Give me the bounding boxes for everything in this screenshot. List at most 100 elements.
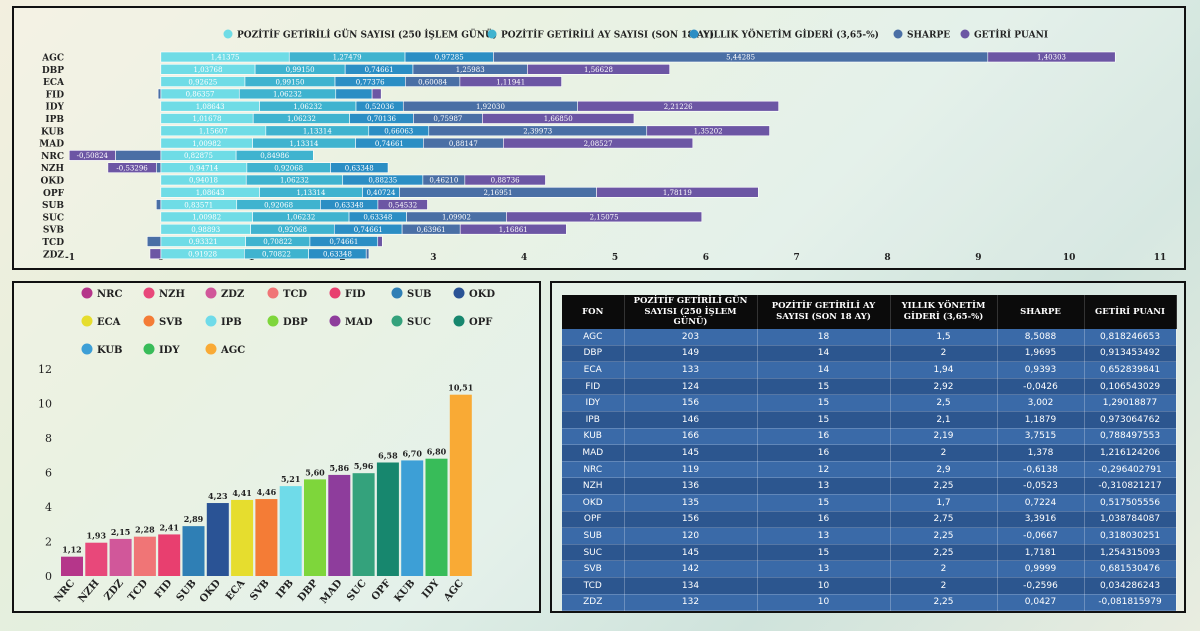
table-cell: 2 <box>890 345 998 363</box>
table-cell: 1,378 <box>997 444 1085 462</box>
bar <box>158 534 181 576</box>
category-label: NRC <box>41 152 64 162</box>
stacked-bar-segment <box>235 150 314 161</box>
table-cell: 0,0427 <box>997 594 1085 612</box>
table-cell: 1,5 <box>890 329 998 346</box>
stacked-bar-segment <box>987 51 1116 63</box>
stacked-bar-segment <box>506 211 703 223</box>
y-tick-label: 2 <box>45 536 52 549</box>
legend-label: DBP <box>283 317 308 328</box>
table-cell: 1,9695 <box>997 345 1085 363</box>
table-cell: 0,973064762 <box>1084 411 1177 429</box>
bar-value-label: 2,15 <box>111 527 130 537</box>
segment-value-label: 1,66850 <box>544 115 573 123</box>
category-label: SVB <box>248 578 271 603</box>
x-tick-label: 7 <box>794 253 800 263</box>
table-cell: 136 <box>624 477 758 495</box>
stacked-bar-segment <box>115 150 162 161</box>
table-cell: NZH <box>562 477 625 495</box>
legend-label: ZDZ <box>221 289 244 300</box>
table-cell: 3,002 <box>997 394 1085 412</box>
legend-marker <box>391 315 403 327</box>
table-cell: 3,7515 <box>997 428 1085 446</box>
table-cell: 2 <box>890 560 998 578</box>
segment-value-label: 0,82875 <box>184 152 213 160</box>
legend-label: OPF <box>469 317 492 328</box>
table-cell: AGC <box>562 329 625 346</box>
legend-marker <box>453 315 465 327</box>
category-label: IPB <box>274 578 296 601</box>
segment-value-label: 0,92625 <box>188 78 217 86</box>
table-cell: 2 <box>890 444 998 462</box>
table-cell: 1,1879 <box>997 411 1085 429</box>
segment-value-label: 1,06232 <box>273 91 302 99</box>
table-cell: 0,106543029 <box>1084 378 1177 396</box>
category-label: FID <box>153 578 175 601</box>
table-cell: 149 <box>624 345 758 363</box>
segment-value-label: -0,50824 <box>77 152 109 160</box>
bar <box>206 503 229 576</box>
segment-value-label: 0,70822 <box>262 251 291 259</box>
table-cell: MAD <box>562 444 625 462</box>
category-label: NRC <box>53 578 78 605</box>
segment-value-label: 1,92030 <box>476 103 505 111</box>
bar <box>255 499 278 576</box>
table-row: SUB 120 13 2,25 -0,0667 0,318030251 <box>562 527 1177 545</box>
legend-marker <box>205 343 217 355</box>
table-cell: 13 <box>757 560 891 578</box>
segment-value-label: 1,27479 <box>333 54 362 62</box>
table-cell: 2,1 <box>890 411 998 429</box>
segment-value-label: 0,52036 <box>365 103 394 111</box>
stacked-bar-segment <box>459 76 562 87</box>
segment-value-label: 1,13314 <box>290 140 319 148</box>
category-label: SUC <box>345 578 369 603</box>
x-tick-label: 4 <box>521 253 527 263</box>
table-cell: -0,081815979 <box>1084 594 1177 612</box>
segment-value-label: 2,15075 <box>590 214 619 222</box>
category-label: AGC <box>41 54 64 64</box>
segment-value-label: 0,63961 <box>417 226 446 234</box>
stacked-bar-segment <box>464 174 546 186</box>
bar <box>425 458 448 576</box>
y-tick-label: 0 <box>45 570 52 583</box>
segment-value-label: 0,86357 <box>186 91 215 99</box>
table-cell: 0,318030251 <box>1084 527 1177 545</box>
category-label: DBP <box>42 66 64 76</box>
table-row: OKD 135 15 1,7 0,7224 0,517505556 <box>562 494 1177 512</box>
legend-marker <box>143 287 155 299</box>
bar-value-label: 5,21 <box>281 474 300 484</box>
table-row: NRC 119 12 2,9 -0,6138 -0,296402791 <box>562 461 1177 479</box>
column-header: GETİRİ PUANI <box>1084 295 1177 329</box>
table-cell: 2,25 <box>890 477 998 495</box>
category-label: NZH <box>77 578 102 605</box>
category-label: IDY <box>420 577 442 600</box>
segment-value-label: 0,94018 <box>189 177 218 185</box>
segment-value-label: 0,92068 <box>274 164 303 172</box>
stacked-bar-segment <box>482 113 635 124</box>
table-cell: 13 <box>757 477 891 495</box>
category-label: OPF <box>370 578 393 603</box>
table-cell: 2,92 <box>890 378 998 396</box>
bar-value-label: 5,86 <box>330 463 350 473</box>
segment-value-label: 1,13314 <box>303 128 332 136</box>
segment-value-label: 1,06232 <box>280 177 309 185</box>
table-cell: 1,7181 <box>997 544 1085 562</box>
category-label: AGC <box>441 578 466 604</box>
table-cell: 132 <box>624 594 758 612</box>
table-cell: 3,3916 <box>997 511 1085 529</box>
table-cell: IDY <box>562 394 625 412</box>
stacked-bar-segment <box>149 248 162 260</box>
segment-value-label: 0,74661 <box>354 226 383 234</box>
category-label: DBP <box>296 577 321 603</box>
legend-label: IPB <box>221 317 242 328</box>
segment-value-label: 1,00982 <box>192 140 221 148</box>
segment-value-label: 1,01678 <box>193 115 222 123</box>
segment-value-label: 1,06232 <box>293 103 322 111</box>
table-cell: 16 <box>757 428 891 446</box>
table-cell: 135 <box>624 494 758 512</box>
table-cell: 16 <box>757 444 891 462</box>
table-cell: 145 <box>624 544 758 562</box>
table-cell: 2,75 <box>890 511 998 529</box>
table-cell: 18 <box>757 329 891 346</box>
legend-label: KUB <box>97 345 123 356</box>
